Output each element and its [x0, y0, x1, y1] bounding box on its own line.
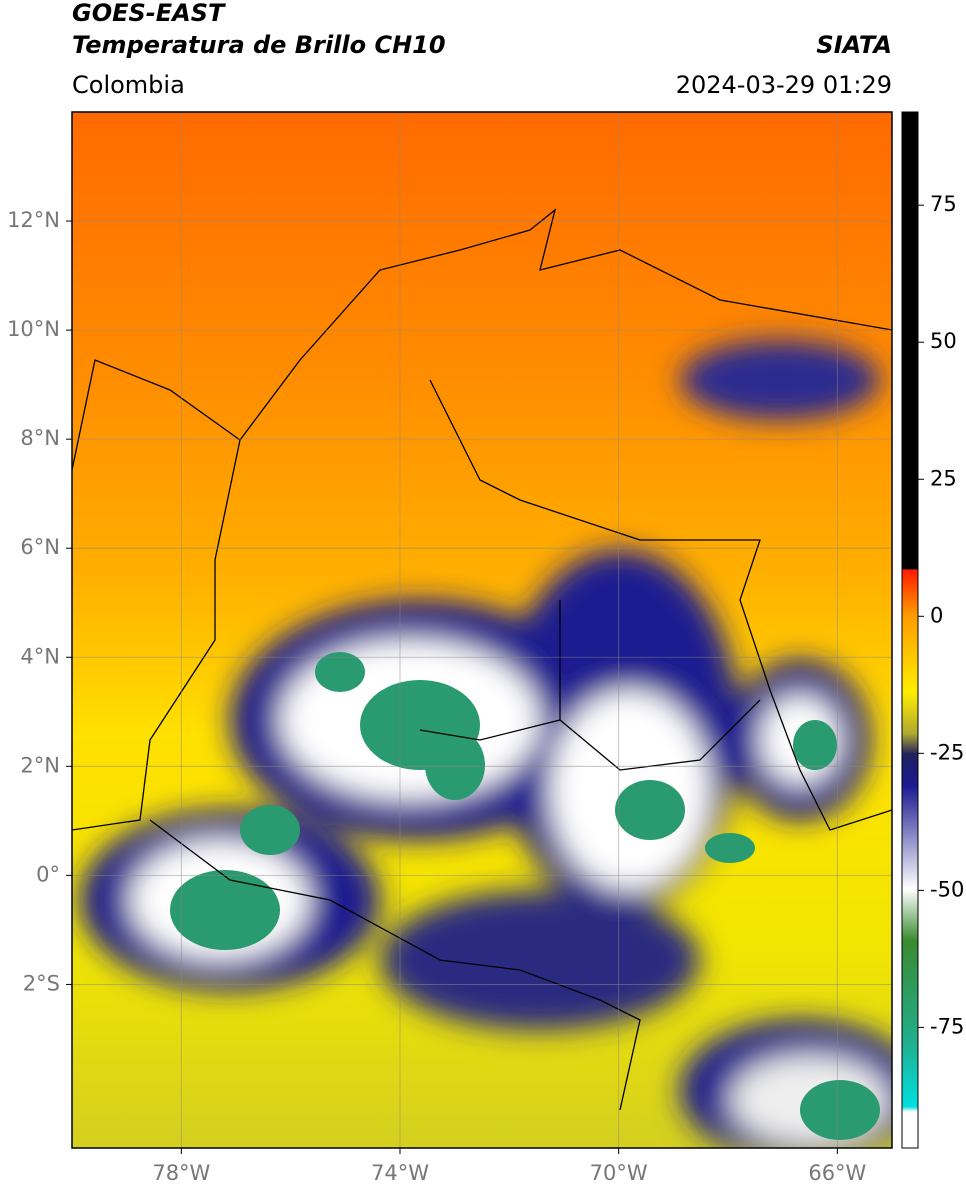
colorbar-tick-label: -50 [930, 877, 964, 901]
colorbar-tick-label: 75 [930, 192, 957, 216]
title: GOES-EAST [72, 0, 226, 27]
imagery [72, 112, 892, 1148]
y-tick-label: 0° [36, 862, 60, 886]
x-tick-label: 78°W [152, 1161, 210, 1185]
x-tick-label: 74°W [371, 1161, 429, 1185]
colorbar-tick-label: -25 [930, 740, 964, 764]
y-tick-label: 8°N [20, 426, 60, 450]
region: Colombia [72, 71, 185, 99]
y-tick-label: 2°S [23, 971, 60, 995]
y-tick-label: 4°N [20, 644, 60, 668]
subtitle: Temperatura de Brillo CH10 [72, 31, 446, 59]
datetime: 2024-03-29 01:29 [676, 71, 892, 99]
colorbar-tick-label: 25 [930, 466, 957, 490]
map-frame [71, 111, 893, 1149]
y-tick-label: 2°N [20, 753, 60, 777]
colorbar [901, 111, 919, 1149]
source: SIATA [816, 31, 892, 59]
y-tick-label: 6°N [20, 535, 60, 559]
y-tick-label: 10°N [7, 317, 60, 341]
colorbar-tick-label: -75 [930, 1014, 964, 1038]
colorbar-tick-label: 50 [930, 329, 957, 353]
x-tick-label: 66°W [808, 1161, 866, 1185]
x-tick-label: 70°W [590, 1161, 648, 1185]
colorbar-tick-label: 0 [930, 603, 943, 627]
y-tick-label: 12°N [7, 208, 60, 232]
